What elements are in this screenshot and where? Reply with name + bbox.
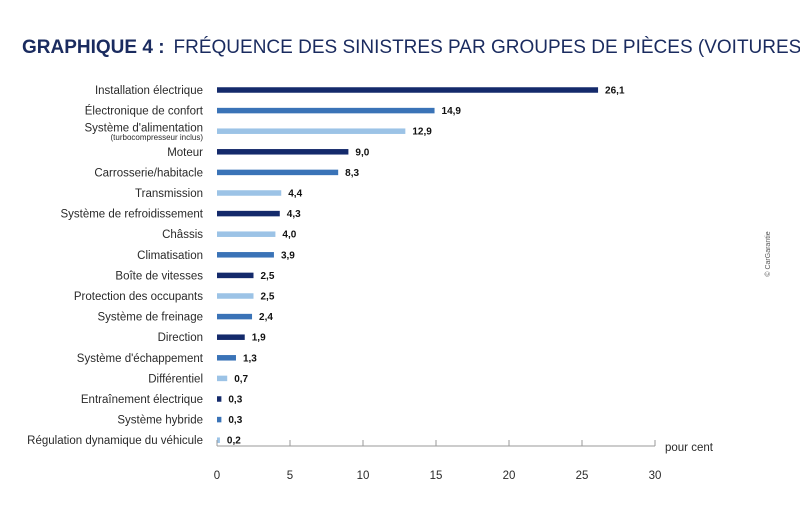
value-label: 0,3	[228, 415, 242, 426]
bar	[217, 87, 599, 93]
bar	[217, 210, 280, 217]
bar	[217, 313, 253, 320]
value-label: 9,0	[355, 147, 369, 158]
category-label: Climatisation	[137, 250, 203, 262]
category-label: Protection des occupants	[74, 291, 203, 303]
category-label: Moteur	[167, 147, 203, 159]
bar	[217, 128, 406, 134]
value-label: 3,9	[281, 250, 295, 261]
category-label: Régulation dynamique du véhicule	[27, 435, 203, 447]
category-label: Carrosserie/habitacle	[94, 167, 203, 179]
x-axis-unit-label: pour cent	[665, 442, 714, 454]
value-label: 1,3	[243, 353, 257, 364]
category-label: Installation électrique	[95, 85, 203, 97]
value-label: 4,4	[288, 189, 302, 200]
bars-group: Installation électrique 26,1 Électronique …	[27, 85, 625, 447]
chart-title: GRAPHIQUE 4 : FRÉQUENCE DES SINISTRES PA…	[22, 37, 800, 58]
bar	[217, 396, 222, 402]
value-label: 14,9	[442, 106, 462, 117]
bar	[217, 416, 222, 423]
bar	[217, 169, 339, 176]
x-tick-label: 25	[576, 470, 589, 482]
value-label: 2,4	[259, 312, 273, 323]
bar	[217, 272, 254, 279]
x-tick-label: 0	[214, 470, 220, 482]
category-label: Boîte de vitesses	[115, 270, 203, 282]
category-label: Châssis	[162, 229, 203, 241]
bar	[217, 293, 254, 299]
bar	[217, 231, 276, 237]
x-tick-label: 20	[503, 470, 516, 482]
bar	[217, 107, 435, 114]
chart-title-main: FRÉQUENCE DES SINISTRES PAR GROUPES DE P…	[174, 37, 800, 58]
value-label: 2,5	[261, 271, 275, 282]
category-label: Système de freinage	[98, 312, 203, 324]
category-label: Système hybride	[117, 415, 203, 427]
value-label: 1,9	[252, 333, 266, 344]
category-label: Système d'alimentation	[84, 123, 203, 135]
bar	[217, 149, 349, 155]
value-label: 4,0	[282, 230, 296, 241]
bar	[217, 437, 220, 443]
value-label: 2,5	[261, 292, 275, 303]
category-sublabel: (turbocompresseur inclus)	[111, 133, 204, 142]
value-label: 4,3	[287, 209, 301, 220]
chart-title-prefix: GRAPHIQUE 4 :	[22, 37, 165, 58]
value-label: 12,9	[412, 127, 432, 138]
value-label: 0,7	[234, 374, 248, 385]
category-label: Système d'échappement	[77, 353, 204, 365]
value-label: 26,1	[605, 86, 625, 97]
x-tick-label: 15	[430, 470, 443, 482]
value-label: 0,2	[227, 436, 241, 447]
bar	[217, 334, 245, 340]
category-label: Entraînement électrique	[81, 394, 203, 406]
category-label: Direction	[158, 332, 203, 344]
value-label: 8,3	[345, 168, 359, 179]
x-tick-label: 30	[649, 470, 662, 482]
copyright-credit: © CarGarantie	[764, 231, 772, 276]
category-label: Transmission	[135, 188, 203, 200]
category-label: Différentiel	[148, 373, 203, 385]
bar	[217, 375, 228, 382]
bar	[217, 190, 282, 196]
x-tick-label: 10	[357, 470, 370, 482]
bar	[217, 252, 274, 258]
category-label: Électronique de confort	[85, 105, 204, 118]
value-label: 0,3	[228, 395, 242, 406]
category-label: Système de refroidissement	[60, 209, 203, 221]
x-axis: 0 5 10 15 20 25 30	[214, 440, 662, 482]
bar	[217, 355, 236, 361]
x-tick-label: 5	[287, 470, 293, 482]
